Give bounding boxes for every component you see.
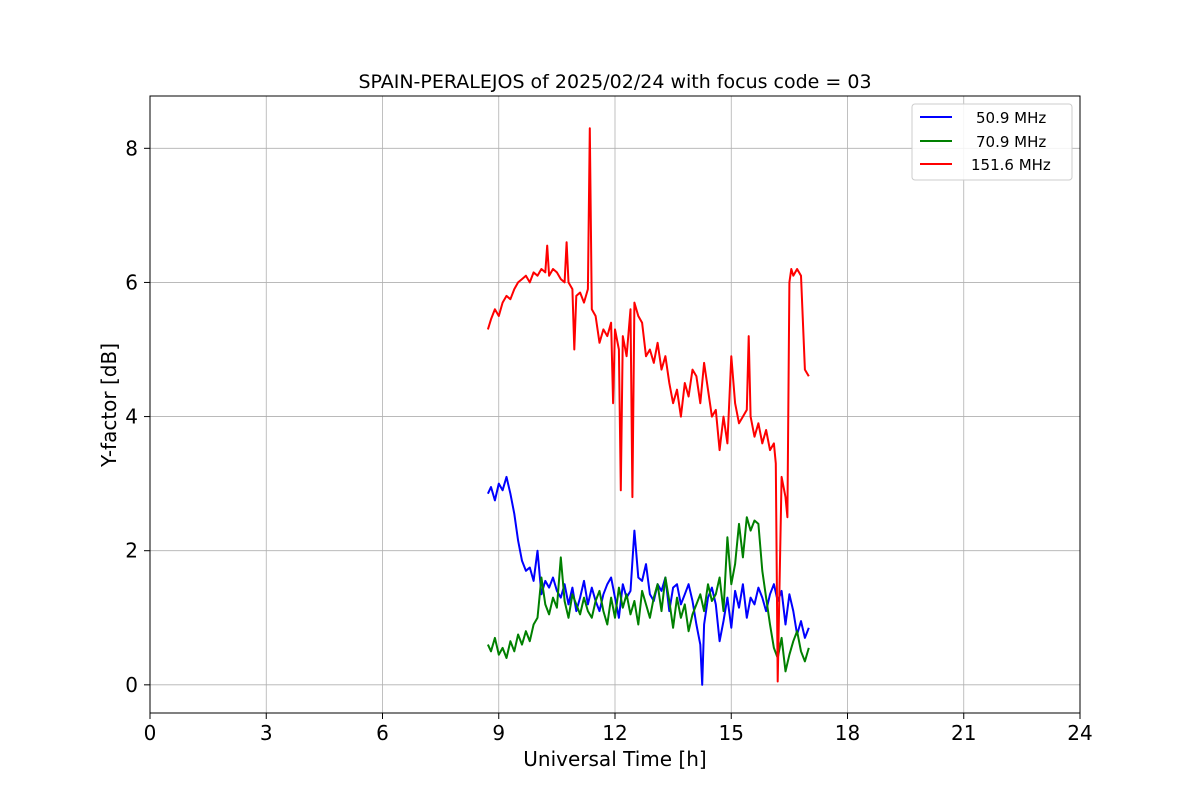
series-line-50-9-mhz <box>486 475 810 686</box>
x-tick-label: 9 <box>492 721 505 745</box>
x-tick-label: 21 <box>951 721 976 745</box>
y-tick-label: 0 <box>125 673 138 697</box>
y-tick-label: 8 <box>125 136 138 160</box>
y-tick-label: 6 <box>125 270 138 294</box>
legend-label-151-6-mhz: 151.6 MHz <box>971 156 1051 174</box>
x-tick-label: 3 <box>260 721 273 745</box>
x-tick-label: 24 <box>1067 721 1092 745</box>
legend-label-70-9-mhz: 70.9 MHz <box>976 133 1046 151</box>
series-group <box>486 127 810 686</box>
legend-label-50-9-mhz: 50.9 MHz <box>976 109 1046 127</box>
series-line-70-9-mhz <box>486 516 810 673</box>
y-axis-label: Y-factor [dB] <box>97 343 121 468</box>
chart-title: SPAIN-PERALEJOS of 2025/02/24 with focus… <box>358 71 871 93</box>
y-tick-label: 2 <box>125 539 138 563</box>
x-tick-label: 18 <box>835 721 860 745</box>
x-tick-label: 15 <box>719 721 744 745</box>
x-tick-label: 6 <box>376 721 389 745</box>
x-tick-label: 0 <box>144 721 157 745</box>
legend-box <box>911 103 1073 181</box>
legend: 50.9 MHz 70.9 MHz 151.6 MHz <box>911 103 1073 181</box>
y-tick-label: 4 <box>125 405 138 429</box>
x-tick-label: 12 <box>602 721 627 745</box>
x-axis-label: Universal Time [h] <box>523 747 706 771</box>
series-line-151-6-mhz <box>486 127 810 683</box>
